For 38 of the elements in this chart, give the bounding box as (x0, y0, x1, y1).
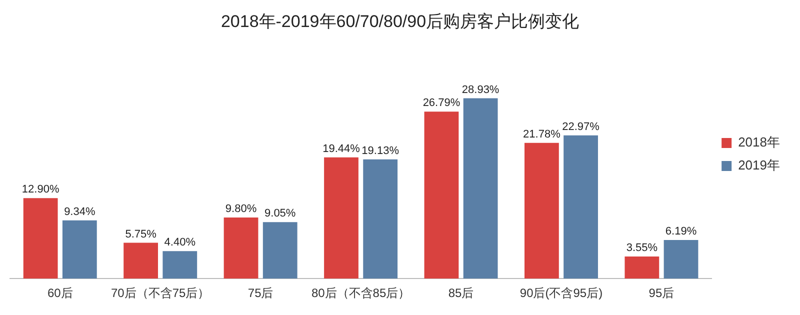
data-label: 22.97% (562, 120, 600, 133)
data-label: 28.93% (462, 84, 500, 96)
bar (23, 198, 58, 279)
bar (524, 142, 559, 279)
x-tick-label: 75后 (248, 286, 274, 300)
bar (463, 98, 498, 279)
bar (324, 157, 358, 279)
bar (162, 251, 198, 279)
bar (424, 112, 459, 279)
data-label: 4.40% (164, 236, 196, 249)
bar (124, 242, 158, 279)
x-tick-label: 90后(不含95后) (520, 286, 603, 300)
data-label: 26.79% (422, 97, 460, 110)
bar (564, 135, 598, 279)
data-label: 21.78% (523, 128, 561, 140)
bar (62, 220, 97, 279)
legend-label: 2019年 (738, 158, 780, 173)
data-label: 3.55% (626, 242, 658, 254)
data-label: 6.19% (665, 226, 697, 238)
bar (262, 222, 298, 279)
data-label: 9.05% (264, 208, 296, 220)
bar (363, 159, 398, 279)
data-label: 19.13% (362, 144, 400, 157)
x-tick-label: 85后 (448, 286, 474, 300)
bar (224, 218, 258, 279)
data-label: 9.80% (225, 203, 257, 216)
x-tick-label: 70后（不含75后） (110, 286, 210, 300)
x-tick-label: 60后 (47, 286, 73, 300)
x-tick-label: 95后 (648, 286, 674, 300)
legend-label: 2018年 (738, 134, 780, 150)
data-label: 9.34% (64, 206, 96, 218)
data-label: 19.44% (322, 142, 360, 155)
bar (664, 240, 698, 279)
data-label: 5.75% (125, 228, 157, 240)
bar (624, 256, 660, 279)
data-label: 12.90% (22, 184, 60, 196)
chart-title: 2018年-2019年60/70/80/90后购房客户比例变化 (220, 12, 580, 31)
x-tick-label: 80后（不含85后） (311, 286, 410, 300)
